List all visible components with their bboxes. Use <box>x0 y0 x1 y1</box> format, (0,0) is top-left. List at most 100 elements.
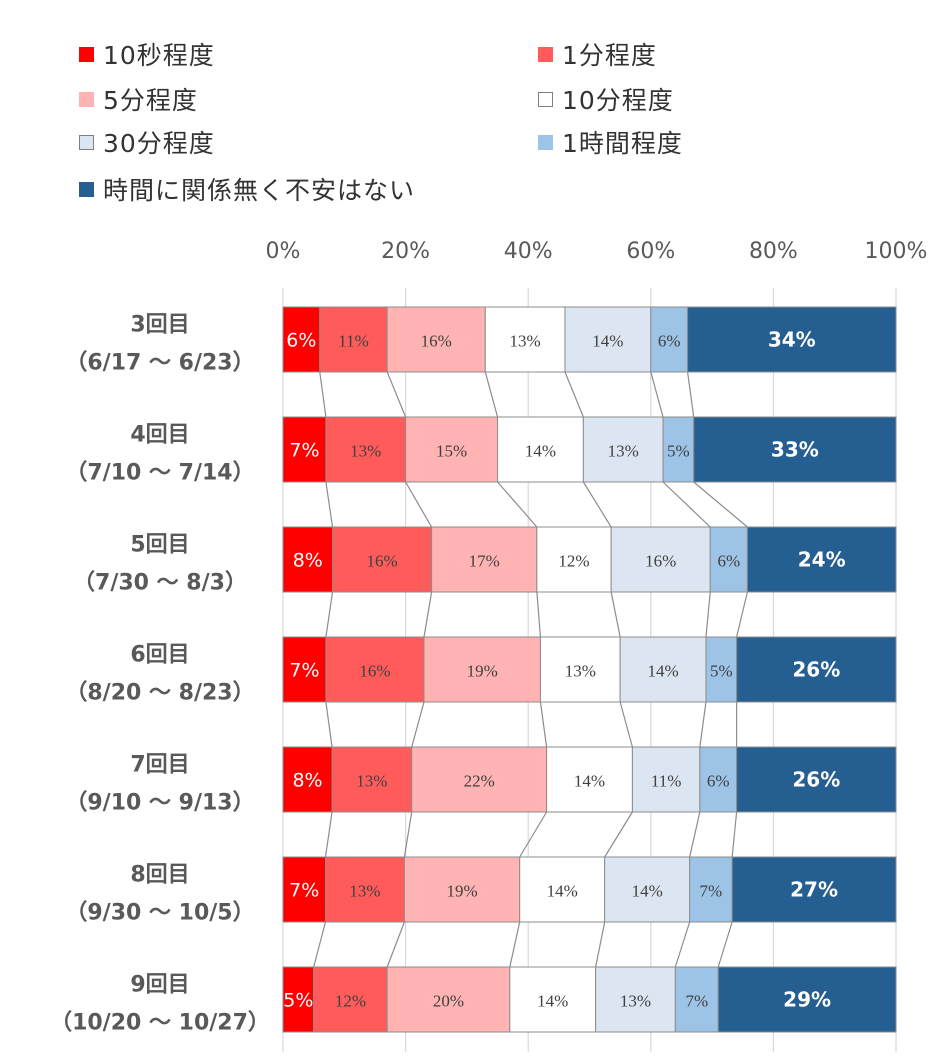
data-label: 6% <box>658 332 681 351</box>
bar-segment <box>650 306 689 373</box>
legend-label: 5分程度 <box>103 86 198 115</box>
bar-segment <box>282 746 333 813</box>
data-label: 29% <box>783 988 831 1012</box>
bar-segment <box>325 636 425 703</box>
data-label: 26% <box>792 768 840 792</box>
series-line <box>423 591 433 638</box>
bar-segment <box>519 856 606 923</box>
series-line <box>497 481 538 528</box>
series-line <box>411 701 425 748</box>
legend-label: 時間に関係無く不安はない <box>103 176 416 205</box>
category-label-round: 9回目 <box>130 973 189 998</box>
bar-segment <box>610 526 711 593</box>
data-label: 5% <box>283 990 313 1012</box>
data-label: 13% <box>608 442 639 461</box>
bar-segment <box>282 416 327 483</box>
category-label-dates: （9/30 ～ 10/5） <box>65 901 254 926</box>
data-label: 14% <box>574 772 605 791</box>
data-label: 16% <box>421 332 452 351</box>
x-tick-label: 80% <box>749 239 798 264</box>
series-line <box>536 591 542 638</box>
data-label: 6% <box>717 552 740 571</box>
data-label: 19% <box>446 882 477 901</box>
category-label-round: 5回目 <box>130 533 189 558</box>
x-tick-label: 40% <box>504 239 553 264</box>
bar-segment <box>746 526 897 593</box>
series-lines <box>313 371 748 968</box>
legend-swatch <box>538 134 553 150</box>
bar-segment <box>423 636 541 703</box>
bar-segment <box>631 746 701 813</box>
legend-swatch <box>538 46 553 62</box>
x-tick-label: 0% <box>266 239 301 264</box>
data-label: 12% <box>335 992 366 1011</box>
series-line <box>731 811 738 858</box>
series-line <box>484 371 499 418</box>
bar-segment <box>674 966 719 1033</box>
series-line <box>325 701 333 748</box>
bar-segment <box>595 966 676 1033</box>
data-label: 14% <box>537 992 568 1011</box>
bar-segment <box>717 966 897 1033</box>
series-line <box>717 921 733 968</box>
series-line <box>403 811 413 858</box>
legend-item: 時間に関係無く不安はない <box>79 171 415 207</box>
data-label: 33% <box>771 438 819 462</box>
data-label: 16% <box>366 552 397 571</box>
data-label: 7% <box>289 660 319 682</box>
bar-segment <box>282 526 334 593</box>
bar-segment <box>546 746 633 813</box>
data-label: 13% <box>620 992 651 1011</box>
legend-item: 1分程度 <box>538 36 657 72</box>
series-line <box>604 811 633 858</box>
x-tick-label: 100% <box>865 239 928 264</box>
legend-swatch <box>538 91 553 107</box>
bar-segment <box>662 416 695 483</box>
legend-label: 1時間程度 <box>562 129 683 158</box>
category-label-dates: （6/17 ～ 6/23） <box>65 351 254 376</box>
series-line <box>386 371 407 418</box>
series-line <box>386 921 405 968</box>
series-line <box>509 921 521 968</box>
category-label-dates: （7/10 ～ 7/14） <box>65 461 254 486</box>
data-label: 8% <box>292 770 322 792</box>
data-label: 15% <box>436 442 467 461</box>
bar-segment <box>386 966 511 1033</box>
legend-swatch <box>79 46 94 62</box>
data-label: 24% <box>798 548 846 572</box>
bar-segment <box>582 416 664 483</box>
bar-segment <box>332 526 433 593</box>
bar-segment <box>693 416 897 483</box>
series-line <box>325 591 334 638</box>
data-label: 14% <box>647 662 678 681</box>
category-label-dates: （9/10 ～ 9/13） <box>65 791 254 816</box>
bar-segment <box>687 306 897 373</box>
data-label: 14% <box>632 882 663 901</box>
series-line <box>674 921 691 968</box>
data-label: 13% <box>510 332 541 351</box>
series-line <box>736 591 748 638</box>
bar-segment <box>282 966 315 1033</box>
x-tick-label: 20% <box>381 239 430 264</box>
series-line <box>539 701 548 748</box>
data-label: 6% <box>286 330 316 352</box>
data-label: 27% <box>790 878 838 902</box>
data-label: 14% <box>525 442 556 461</box>
legend-label: 30分程度 <box>103 129 215 158</box>
series-line <box>564 371 584 418</box>
data-label: 6% <box>707 772 730 791</box>
series-line <box>610 591 621 638</box>
series-line <box>693 481 748 528</box>
data-label: 22% <box>464 772 495 791</box>
series-line <box>325 481 334 528</box>
bars: 6% 11% 16% 13% 14% 6% 34% 7% 13% 15% 14% 13% 5% 33% 8%… <box>282 306 897 1033</box>
data-label: 19% <box>467 662 498 681</box>
data-label: 7% <box>685 992 708 1011</box>
category-label-round: 4回目 <box>130 423 189 448</box>
bar-segment <box>509 966 597 1033</box>
bar-segment <box>699 746 738 813</box>
legend-swatch <box>79 134 94 150</box>
series-line <box>650 371 664 418</box>
data-label: 7% <box>700 882 723 901</box>
